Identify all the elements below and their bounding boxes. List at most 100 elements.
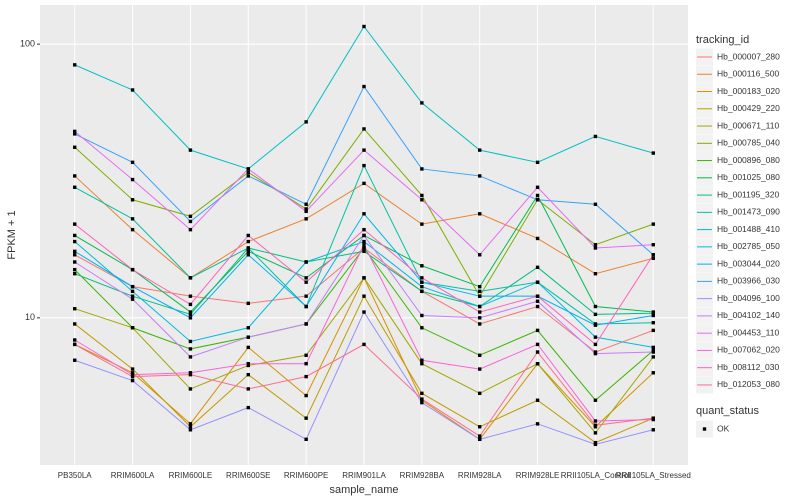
point (651, 355, 655, 359)
point (478, 425, 482, 429)
point (651, 222, 655, 226)
point (362, 227, 366, 232)
x-tick-label: RRIM928LE (516, 471, 560, 480)
point (304, 260, 308, 264)
point (420, 326, 424, 330)
point (535, 361, 540, 366)
point (478, 289, 482, 294)
legend-label: Hb_003966_030 (717, 276, 780, 286)
point (188, 339, 193, 344)
point (73, 253, 77, 257)
point (420, 280, 424, 284)
point (130, 267, 135, 272)
point (304, 361, 308, 366)
point (304, 374, 308, 379)
point (130, 374, 135, 379)
point (362, 276, 366, 280)
legend-label: Hb_003044_020 (717, 258, 780, 268)
point (535, 422, 540, 426)
point (130, 378, 135, 383)
point (420, 397, 424, 401)
point (362, 233, 366, 238)
point (420, 313, 424, 318)
point (593, 442, 598, 447)
legend-title: tracking_id (696, 34, 749, 46)
point (478, 316, 482, 320)
point (246, 167, 250, 171)
point (420, 289, 424, 294)
point (73, 145, 77, 149)
legend-label: Hb_001473_090 (717, 207, 780, 217)
point (188, 219, 193, 224)
legend-label: OK (717, 423, 730, 433)
point (73, 338, 77, 342)
point (188, 422, 193, 426)
point (73, 307, 77, 311)
point (304, 209, 308, 214)
point (246, 387, 250, 391)
point (130, 289, 135, 294)
point (478, 304, 482, 309)
point (130, 372, 135, 377)
point (188, 214, 193, 218)
point (651, 328, 655, 333)
point (593, 323, 598, 327)
point (420, 193, 424, 198)
point (420, 284, 424, 289)
point (535, 185, 540, 189)
point (362, 310, 366, 314)
point (651, 428, 655, 432)
point (593, 351, 598, 356)
legend-label: Hb_000785_040 (717, 138, 780, 148)
legend-label: Hb_004096_100 (717, 293, 780, 303)
point (188, 428, 193, 432)
point (188, 371, 193, 375)
legend-label: Hb_000671_110 (717, 120, 780, 130)
point (188, 276, 193, 280)
legend-label: Hb_000896_080 (717, 155, 780, 165)
point (478, 391, 482, 396)
point (246, 361, 250, 366)
point (535, 160, 540, 165)
point (478, 353, 482, 357)
x-tick-label: PB350LA (58, 471, 92, 480)
point (478, 367, 482, 371)
point (593, 134, 598, 139)
point (246, 363, 250, 368)
point (246, 326, 250, 330)
point (362, 212, 366, 216)
point (593, 423, 598, 427)
legend-shape (702, 427, 707, 431)
point (304, 217, 308, 221)
point (304, 202, 308, 206)
point (593, 312, 598, 317)
point (130, 177, 135, 182)
point (73, 222, 77, 226)
point (246, 405, 250, 410)
legend-label: Hb_004453_110 (717, 327, 780, 337)
point (593, 419, 598, 423)
point (246, 174, 250, 178)
point (420, 222, 424, 226)
point (362, 24, 366, 29)
point (130, 294, 135, 298)
point (73, 185, 77, 189)
point (420, 276, 424, 280)
point (304, 393, 308, 398)
point (304, 322, 308, 326)
point (651, 371, 655, 375)
point (188, 425, 193, 429)
point (651, 313, 655, 318)
point (73, 322, 77, 326)
point (535, 342, 540, 347)
point (362, 148, 366, 152)
legend-label: Hb_012053_080 (717, 379, 780, 389)
point (73, 358, 77, 362)
point (130, 367, 135, 371)
legend-label: Hb_008112_030 (717, 362, 780, 372)
point (188, 302, 193, 307)
point (593, 271, 598, 276)
y-tick-label: 100 (20, 39, 35, 49)
point (246, 170, 250, 175)
point (651, 151, 655, 155)
